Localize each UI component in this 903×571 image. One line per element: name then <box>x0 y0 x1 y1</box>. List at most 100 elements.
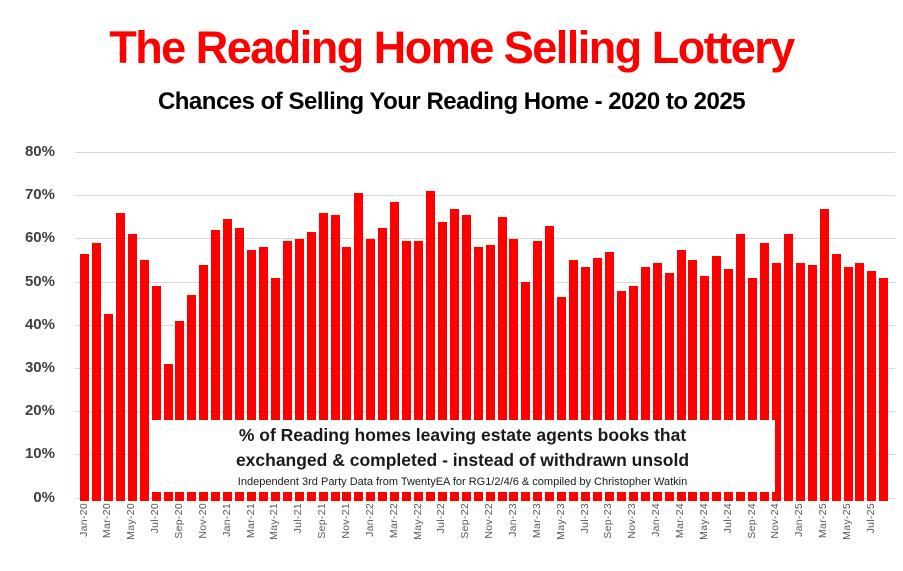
bar-Nov-23 <box>628 286 638 501</box>
x-tick-label-Mar-21: Mar-21 <box>244 503 257 539</box>
bar-Jun-25 <box>855 262 865 501</box>
y-tick-label-20%: 20% <box>24 402 55 420</box>
x-tick-label-Jan-21: Jan-21 <box>220 503 233 537</box>
gridline-50% <box>75 281 895 283</box>
bar-May-22 <box>414 240 424 501</box>
bar-Dec-24 <box>783 234 793 501</box>
x-tick-label-Sep-20: Sep-20 <box>172 503 185 539</box>
x-tick-label-Jul-25: Jul-25 <box>864 503 877 534</box>
gridline-20% <box>75 411 895 413</box>
y-tick-label-50%: 50% <box>24 272 55 290</box>
bar-Jan-24 <box>652 262 662 501</box>
bar-Feb-22 <box>378 228 388 501</box>
bar-Jan-25 <box>795 262 805 501</box>
bar-Oct-21 <box>330 215 340 501</box>
bar-Nov-20 <box>199 264 209 501</box>
bar-Dec-22 <box>497 217 507 501</box>
bar-Oct-24 <box>760 243 769 501</box>
x-tick-label-Mar-25: Mar-25 <box>817 503 830 539</box>
x-tick-label-Jul-21: Jul-21 <box>292 503 305 534</box>
x-tick-label-May-25: May-25 <box>841 503 854 540</box>
bar-Sep-22 <box>461 215 471 501</box>
bar-Nov-24 <box>771 262 781 501</box>
x-tick-label-Jul-23: Jul-23 <box>578 503 591 534</box>
bar-Mar-23 <box>533 240 543 501</box>
bar-May-20 <box>127 234 137 501</box>
chart-subtitle: Chances of Selling Your Reading Home - 2… <box>157 88 746 115</box>
bar-Jan-23 <box>509 238 519 501</box>
gridline-40% <box>75 324 895 326</box>
y-tick-label-60%: 60% <box>24 229 55 247</box>
bar-Aug-25 <box>879 277 889 501</box>
bar-Feb-23 <box>521 282 531 501</box>
gridline-30% <box>75 368 895 369</box>
bar-Feb-21 <box>235 228 245 501</box>
x-tick-label-Mar-23: Mar-23 <box>530 503 543 539</box>
bar-Jun-22 <box>425 191 435 501</box>
y-tick-label-40%: 40% <box>24 315 55 333</box>
bar-Aug-21 <box>306 232 316 501</box>
bar-Sep-20 <box>175 320 185 501</box>
bar-Apr-23 <box>545 225 555 501</box>
bar-Oct-20 <box>187 294 197 501</box>
bar-Sep-24 <box>748 277 758 501</box>
x-tick-label-Jul-22: Jul-22 <box>435 503 448 534</box>
x-tick-label-Mar-24: Mar-24 <box>674 503 686 539</box>
bar-Feb-20 <box>91 243 101 501</box>
y-tick-label-10%: 10% <box>24 445 55 463</box>
bar-Jun-20 <box>139 260 149 501</box>
annotation-source-line: Independent 3rd Party Data from TwentyEA… <box>237 475 688 488</box>
bar-Mar-20 <box>103 314 113 501</box>
annotation-line-1: % of Reading homes leaving estate agents… <box>238 424 687 445</box>
bar-Sep-21 <box>318 212 328 501</box>
x-tick-label-Nov-20: Nov-20 <box>196 503 209 539</box>
bar-Aug-23 <box>592 258 602 501</box>
x-tick-label-Nov-23: Nov-23 <box>626 503 639 539</box>
gridline-0% <box>75 497 895 499</box>
bar-Dec-23 <box>640 266 650 501</box>
bar-Jul-23 <box>581 266 591 501</box>
bar-Jan-21 <box>223 219 233 501</box>
bar-Aug-24 <box>736 234 746 501</box>
bar-Jun-21 <box>282 240 292 501</box>
x-tick-label-May-23: May-23 <box>554 503 567 540</box>
chart-title: The Reading Home Selling Lottery <box>109 22 795 73</box>
x-tick-label-May-22: May-22 <box>411 503 424 540</box>
bar-Oct-23 <box>616 290 626 501</box>
gridline-60% <box>75 238 895 240</box>
bar-Jan-22 <box>366 238 376 501</box>
x-tick-label-Jan-25: Jan-25 <box>793 503 806 537</box>
x-tick-label-Jan-20: Jan-20 <box>77 503 90 537</box>
bar-Nov-22 <box>485 245 495 501</box>
gridline-80% <box>75 152 895 153</box>
plot-area: % of Reading homes leaving estate agents… <box>75 152 895 501</box>
bar-Aug-22 <box>449 208 459 501</box>
bar-Jul-25 <box>867 271 877 501</box>
x-tick-label-Jul-20: Jul-20 <box>149 503 162 534</box>
x-tick-label-Sep-22: Sep-22 <box>459 503 472 539</box>
bar-Jun-24 <box>712 256 722 501</box>
bar-Dec-21 <box>354 193 364 501</box>
bar-Apr-22 <box>402 240 412 501</box>
bar-Jun-23 <box>569 260 579 501</box>
x-tick-label-Jan-23: Jan-23 <box>506 503 519 537</box>
x-tick-label-May-21: May-21 <box>268 503 281 540</box>
bar-Jul-24 <box>724 269 734 501</box>
bar-Nov-21 <box>342 247 352 501</box>
y-tick-label-80%: 80% <box>24 143 55 160</box>
bar-Feb-25 <box>807 264 817 501</box>
annotation-box: % of Reading homes leaving estate agents… <box>150 420 775 492</box>
bar-Jul-21 <box>294 238 304 501</box>
x-tick-label-May-24: May-24 <box>697 503 710 540</box>
bar-May-24 <box>700 275 710 501</box>
bar-Jul-20 <box>151 286 161 501</box>
bar-Jan-20 <box>80 253 89 501</box>
x-tick-label-May-20: May-20 <box>125 503 138 540</box>
x-tick-label-Jan-24: Jan-24 <box>650 503 663 537</box>
x-tick-label-Sep-24: Sep-24 <box>745 503 758 539</box>
x-tick-label-Nov-22: Nov-22 <box>483 503 496 539</box>
x-tick-label-Mar-22: Mar-22 <box>387 503 400 539</box>
bar-Feb-24 <box>664 273 674 501</box>
bar-Mar-25 <box>819 208 829 501</box>
y-tick-label-70%: 70% <box>24 186 55 204</box>
